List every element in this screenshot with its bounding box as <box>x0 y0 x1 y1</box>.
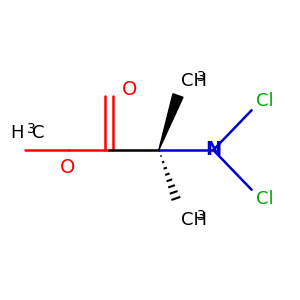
Text: 3: 3 <box>197 70 206 84</box>
Text: 3: 3 <box>197 209 206 223</box>
Text: CH: CH <box>181 72 207 90</box>
Text: 3: 3 <box>27 122 36 136</box>
Text: O: O <box>60 158 75 177</box>
Text: C: C <box>32 124 45 142</box>
Text: N: N <box>205 140 221 160</box>
Polygon shape <box>159 94 183 150</box>
Text: H: H <box>10 124 23 142</box>
Text: O: O <box>122 80 137 99</box>
Text: CH: CH <box>181 211 207 229</box>
Text: Cl: Cl <box>256 190 274 208</box>
Text: Cl: Cl <box>256 92 274 110</box>
